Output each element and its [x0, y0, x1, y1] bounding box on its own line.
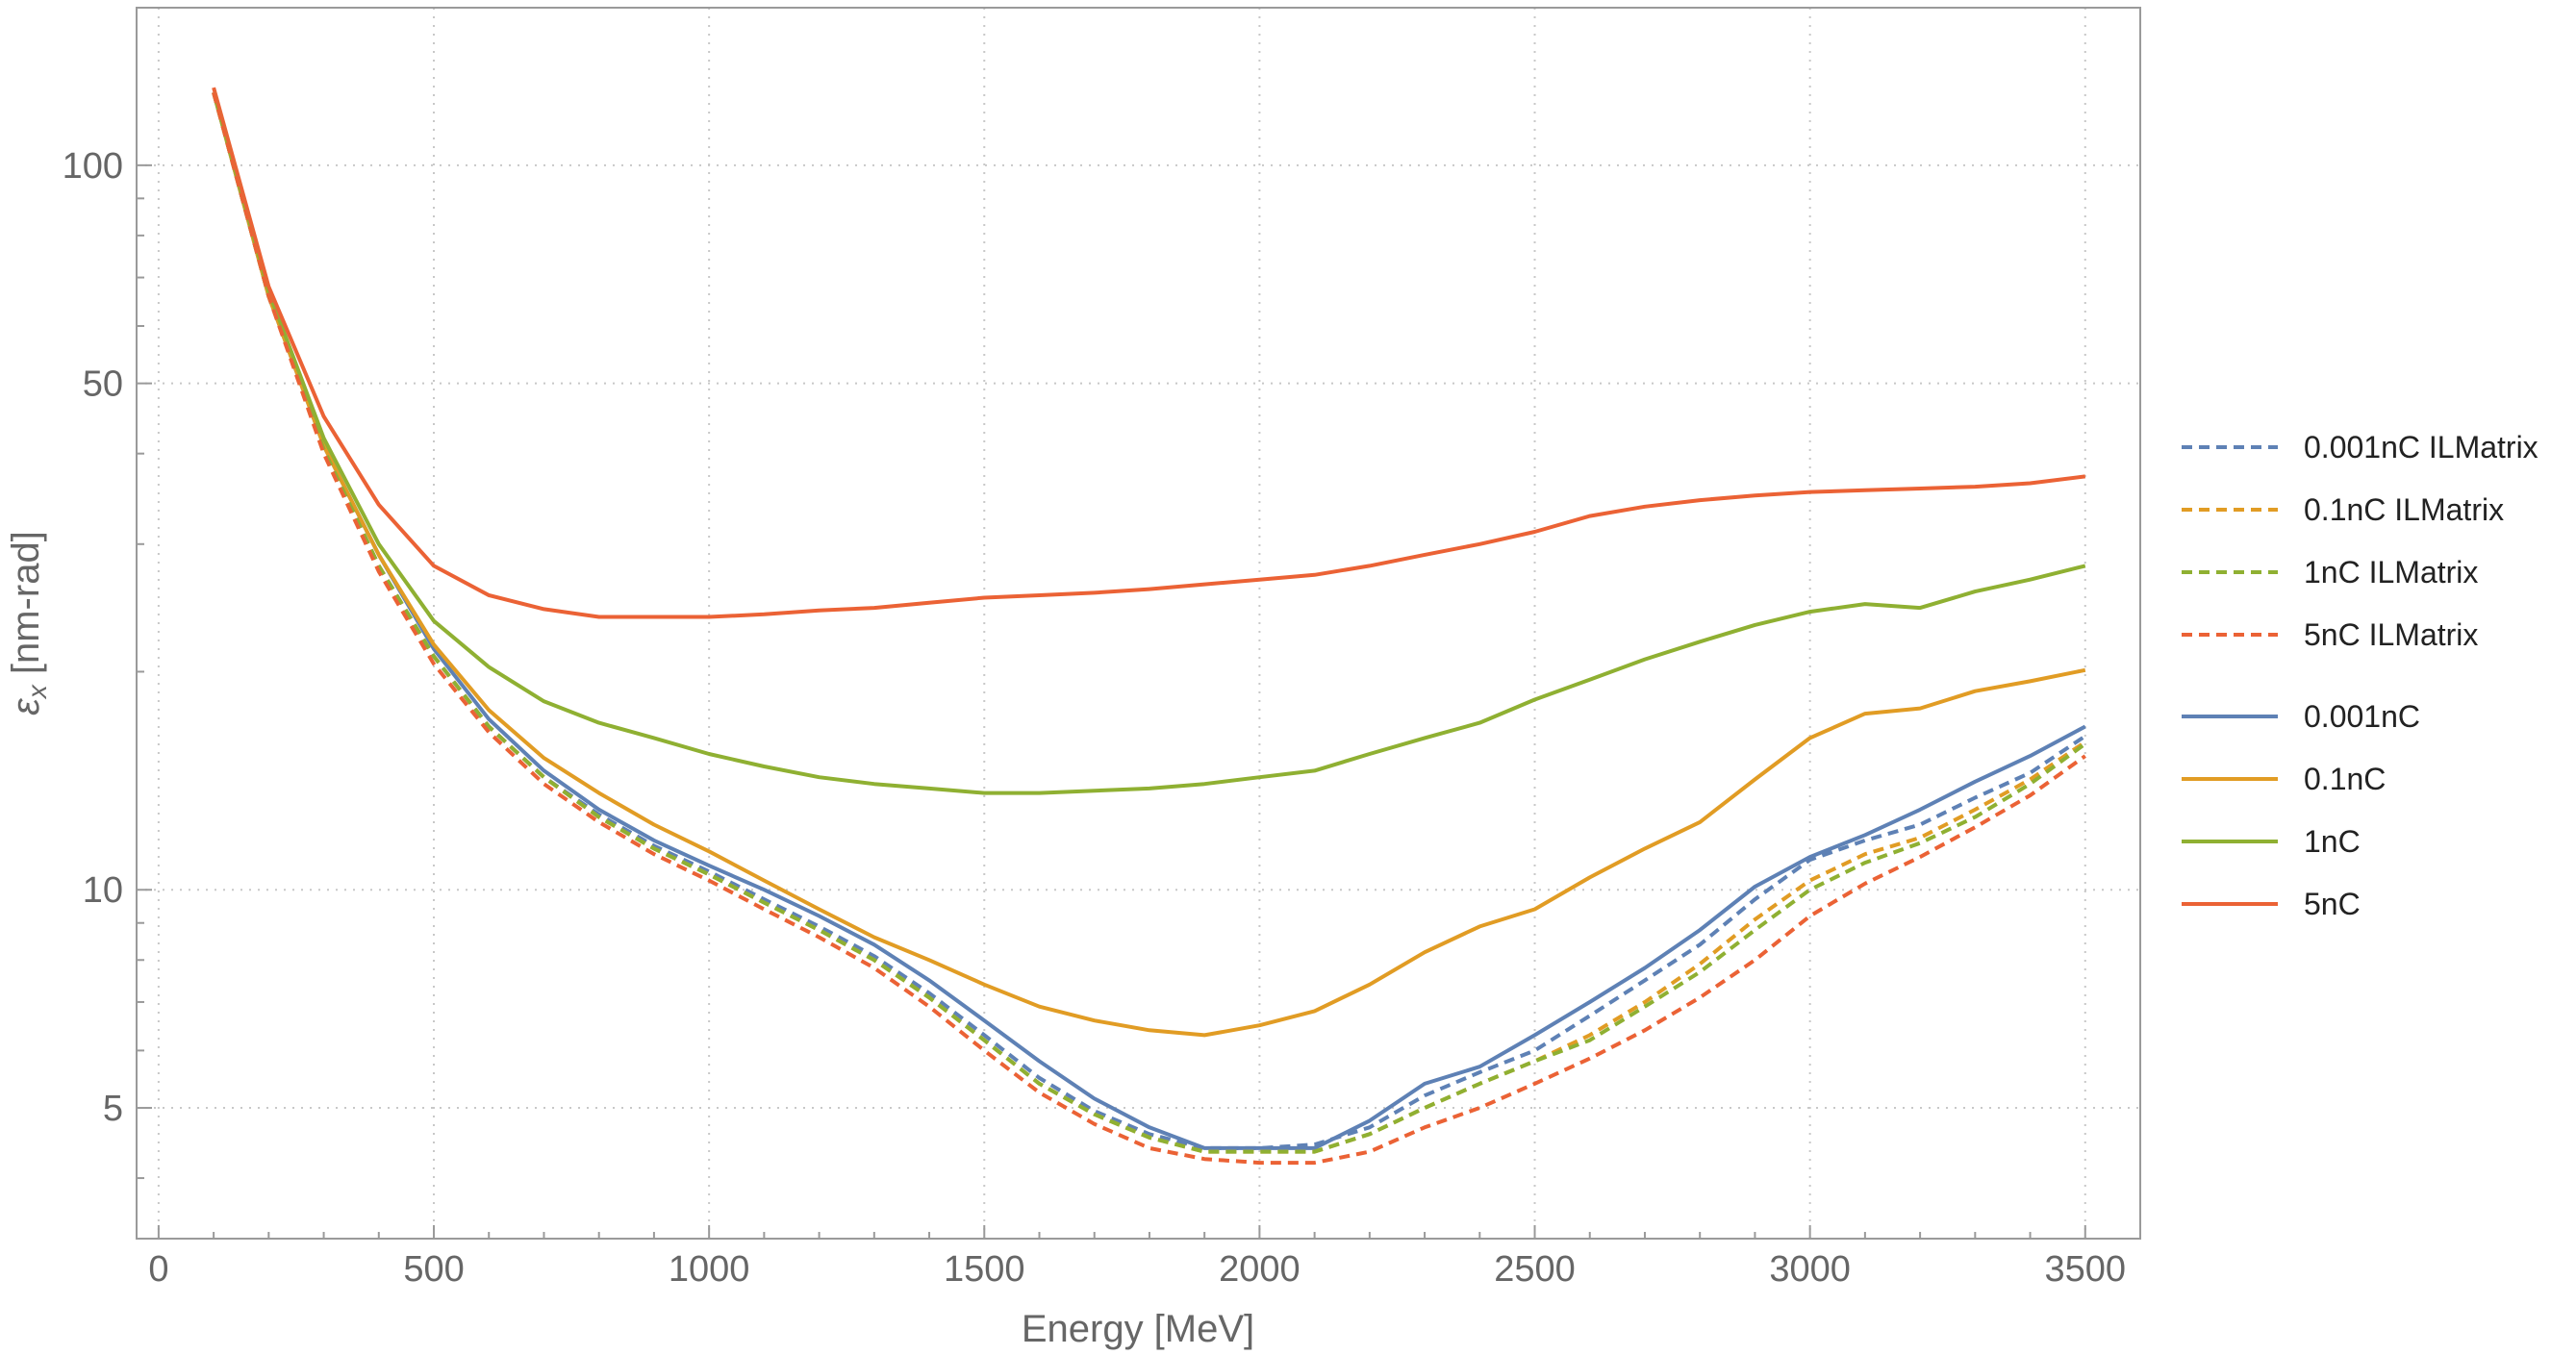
- series-line-5nc: [212, 87, 2086, 619]
- axis-ticks: 0 500 1000 1500 2000 2500 3000 3500 5 10 50 100: [63, 146, 2126, 1290]
- y-axis-title-units: [nm-rad]: [5, 531, 47, 685]
- legend-label: 0.001nC: [2304, 699, 2420, 734]
- x-tick-label: 2000: [1219, 1249, 1301, 1290]
- legend-label: 0.1nC ILMatrix: [2304, 492, 2504, 527]
- legend-label: 0.001nC ILMatrix: [2304, 430, 2538, 464]
- x-tick-label: 3500: [2045, 1249, 2127, 1290]
- x-tick-label: 0: [148, 1249, 168, 1290]
- y-axis-title-symbol: ε: [5, 697, 47, 715]
- x-tick-label: 3000: [1769, 1249, 1851, 1290]
- legend-label: 0.1nC: [2304, 762, 2386, 796]
- y-tick-label: 5: [103, 1089, 123, 1129]
- legend-label: 5nC: [2304, 887, 2361, 921]
- y-tick-label: 100: [63, 146, 123, 187]
- x-tick-label: 1500: [944, 1249, 1025, 1290]
- legend: 0.001nC ILMatrix 0.1nC ILMatrix 1nC ILMatr…: [2182, 430, 2538, 921]
- y-axis-title-subscript: x: [22, 684, 52, 700]
- series-line-0p001nc: [212, 91, 2086, 1150]
- x-axis-title: Energy [MeV]: [1022, 1308, 1254, 1350]
- legend-label: 1nC: [2304, 824, 2361, 859]
- x-tick-label: 1000: [669, 1249, 750, 1290]
- x-tick-label: 500: [403, 1249, 464, 1290]
- series-line-1nc-ilmatrix: [212, 91, 2086, 1154]
- series-line-5nc-ilmatrix: [212, 91, 2086, 1166]
- y-axis-title: εx [nm-rad]: [5, 531, 52, 715]
- series-line-1nc: [212, 91, 2086, 795]
- y-tick-label: 10: [83, 870, 123, 911]
- legend-label: 1nC ILMatrix: [2304, 555, 2478, 590]
- legend-label: 5nC ILMatrix: [2304, 617, 2478, 652]
- series-layer: [212, 87, 2086, 1166]
- plot-frame: [136, 7, 2141, 1240]
- y-tick-label: 50: [83, 364, 123, 405]
- series-line-0p1nc: [212, 91, 2086, 1038]
- x-tick-label: 2500: [1494, 1249, 1576, 1290]
